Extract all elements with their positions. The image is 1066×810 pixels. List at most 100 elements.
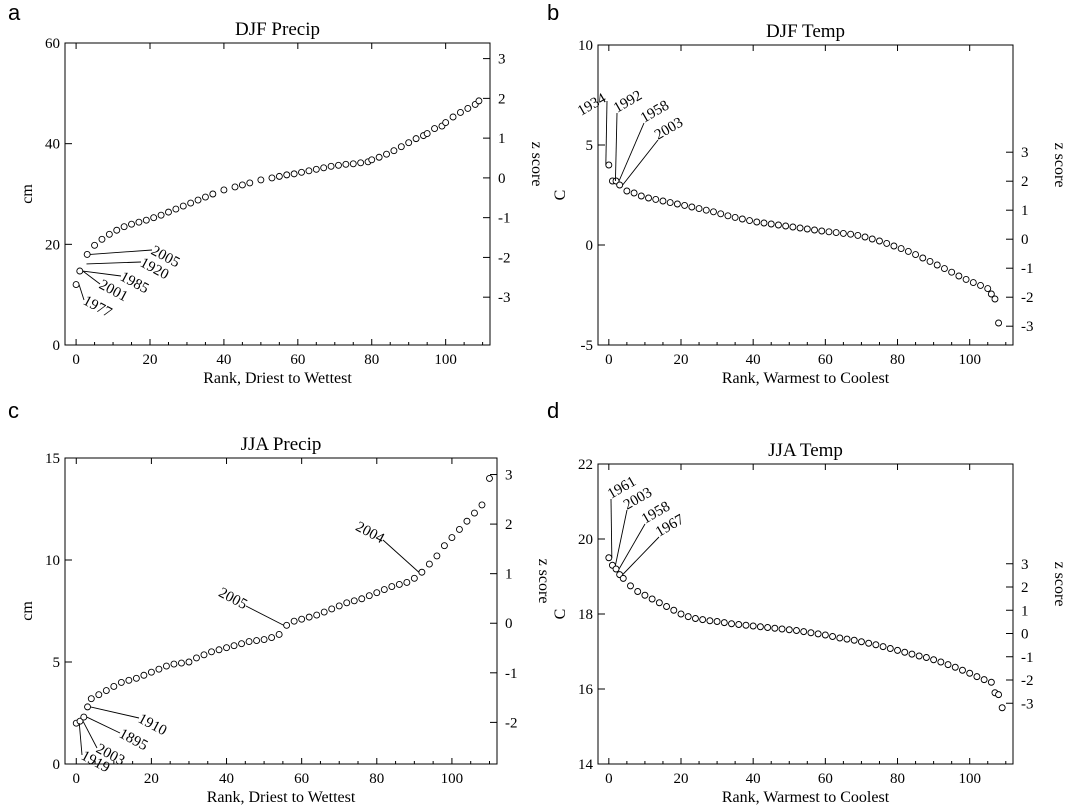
chart-panel-a: a DJF Precip 0 20 40 60 80 100 0 20 40 60 3 2 1 0 -1 -2 -3… <box>8 0 545 387</box>
data-point <box>612 565 620 573</box>
x-axis-label: Rank, Driest to Wettest <box>207 789 356 806</box>
data-point <box>95 691 103 699</box>
x-tick-label: 100 <box>958 771 981 787</box>
chart-title: JJA Precip <box>241 434 322 455</box>
chart-title: JJA Temp <box>768 440 843 461</box>
data-point <box>220 186 228 194</box>
data-point <box>185 658 193 666</box>
y-tick-label: 10 <box>578 38 593 54</box>
data-point <box>691 615 699 622</box>
data-point <box>731 213 739 221</box>
data-point <box>655 599 663 607</box>
z-tick-label: 3 <box>498 52 506 68</box>
data-point <box>919 254 927 262</box>
y-axis-label: cm <box>19 601 36 621</box>
data-point <box>908 650 916 658</box>
data-point <box>879 643 887 651</box>
z-tick-label: -1 <box>1021 261 1034 277</box>
data-point <box>984 285 992 293</box>
y-tick-label: 14 <box>578 757 594 773</box>
data-point <box>475 97 483 105</box>
x-tick-label: 20 <box>144 771 159 787</box>
data-point <box>187 199 195 207</box>
data-point <box>238 181 246 189</box>
annotation-leader <box>618 523 646 570</box>
data-point <box>778 625 786 633</box>
data-point <box>688 203 696 211</box>
data-point <box>951 663 959 671</box>
z-tick-label: 1 <box>498 131 506 147</box>
data-point <box>223 644 230 652</box>
data-point <box>937 658 945 666</box>
z-tick-label: 3 <box>505 468 513 484</box>
z-tick-label: 0 <box>498 171 506 187</box>
plot-frame <box>64 42 491 346</box>
data-point <box>980 676 988 684</box>
z-axis-label: z score <box>528 142 545 187</box>
data-point <box>959 666 966 674</box>
data-point <box>275 631 283 638</box>
z-tick-label: -2 <box>505 715 518 731</box>
x-tick-label: 80 <box>890 352 905 368</box>
data-point <box>760 219 768 227</box>
annotation-leader <box>82 270 101 285</box>
x-tick-label: 60 <box>294 771 309 787</box>
data-point <box>320 608 328 616</box>
data-point <box>652 195 660 203</box>
x-tick-label: 0 <box>605 771 613 787</box>
data-point <box>162 662 170 670</box>
data-point <box>215 646 223 654</box>
data-point <box>349 160 357 168</box>
data-point <box>987 678 995 686</box>
data-point <box>478 501 486 509</box>
y-tick-label: 40 <box>45 137 60 153</box>
data-point <box>659 197 667 205</box>
data-point <box>395 581 403 588</box>
data-point <box>684 613 692 621</box>
data-point <box>327 162 335 170</box>
data-point <box>87 695 95 703</box>
data-point <box>955 272 963 280</box>
data-point <box>605 161 613 169</box>
x-tick-label: 60 <box>818 771 833 787</box>
data-point <box>962 275 970 283</box>
panel-letter: a <box>8 0 21 25</box>
data-point <box>194 196 202 204</box>
data-point <box>165 208 172 216</box>
data-point <box>724 212 732 220</box>
data-point <box>397 143 405 151</box>
annotation-leader <box>610 498 613 558</box>
y-tick-label: 16 <box>578 682 594 698</box>
data-point <box>140 671 148 679</box>
data-point <box>208 648 215 656</box>
data-point <box>933 261 941 269</box>
data-point <box>335 161 342 169</box>
data-point <box>172 205 180 213</box>
data-point <box>897 245 905 253</box>
data-point <box>702 206 710 214</box>
x-tick-label: 100 <box>958 352 981 368</box>
annotation-leader <box>622 536 660 575</box>
data-point <box>83 250 91 258</box>
data-point <box>110 683 118 690</box>
data-point <box>926 257 934 265</box>
data-point <box>619 574 627 582</box>
data-point <box>231 183 239 191</box>
data-point <box>405 139 413 147</box>
data-point <box>940 265 948 273</box>
data-point <box>343 599 351 607</box>
z-axis-label: z score <box>1051 143 1066 188</box>
panel-letter: c <box>8 398 19 423</box>
data-point <box>388 583 396 590</box>
data-point <box>850 636 858 644</box>
chart-panel-d: d JJA Temp 0 20 40 60 80 100 14 16 18 20 22 3 2 1 0 -1 -2 -… <box>547 398 1066 806</box>
annotation-leader <box>86 716 121 734</box>
data-point <box>102 687 110 695</box>
plot-frame <box>64 457 498 765</box>
data-point <box>442 119 450 126</box>
data-point <box>150 214 158 222</box>
data-point <box>230 642 238 650</box>
annotation-leader <box>605 100 608 166</box>
z-tick-label: 0 <box>1021 627 1029 643</box>
